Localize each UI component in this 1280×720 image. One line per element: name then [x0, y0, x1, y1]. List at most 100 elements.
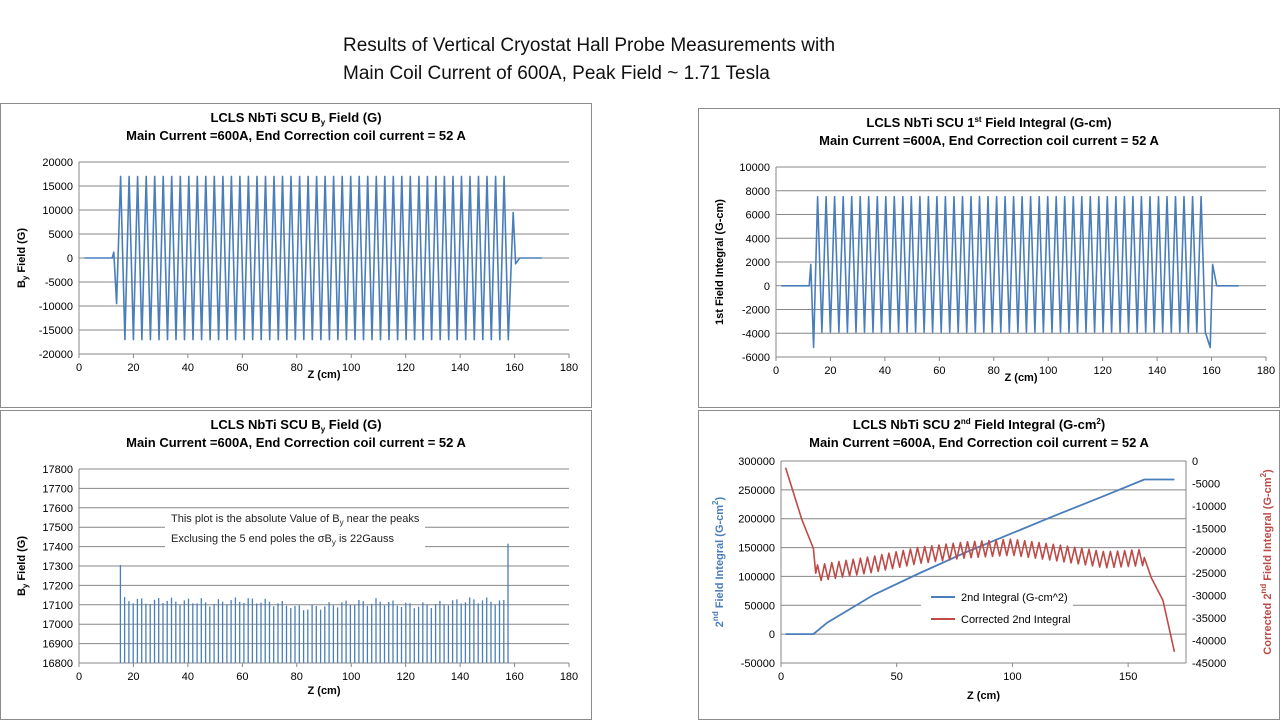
chart-panel-by-peaks: LCLS NbTi SCU By Field (G) Main Current =…: [0, 410, 592, 720]
x-tick-label: 0: [773, 365, 779, 377]
chart-subtitle: Main Current =600A, End Correction coil …: [126, 435, 466, 450]
y-tick-label: -50000: [741, 658, 775, 670]
x-tick-label: 180: [560, 362, 578, 374]
slide-title-line-1: Results of Vertical Cryostat Hall Probe …: [343, 32, 835, 60]
y-tick-label: 0: [67, 253, 73, 265]
y-tick-label: 5000: [49, 229, 73, 241]
y-tick-label: -4000: [742, 328, 770, 340]
chart-panel-second-integral: LCLS NbTi SCU 2nd Field Integral (G-cm2)…: [698, 410, 1280, 720]
x-tick-label: 140: [1148, 365, 1166, 377]
y-tick-label: 200000: [738, 514, 775, 526]
chart-panel-first-integral: LCLS NbTi SCU 1st Field Integral (G-cm) M…: [698, 108, 1280, 408]
y-tick-label: 8000: [746, 186, 770, 198]
x-axis-label: Z (cm): [308, 369, 341, 381]
y-tick-label: 17800: [42, 464, 73, 476]
y2-tick-label: -5000: [1192, 478, 1220, 490]
chart-by-field: LCLS NbTi SCU By Field (G)Main Current =…: [1, 104, 591, 407]
x-axis-label: Z (cm): [967, 690, 1000, 702]
y-tick-label: 150000: [738, 543, 775, 555]
chart-subtitle: Main Current =600A, End Correction coil …: [126, 128, 466, 143]
y-tick-label: 16900: [42, 639, 73, 651]
x-tick-label: 80: [291, 362, 303, 374]
x-tick-label: 120: [396, 362, 414, 374]
y-axis-label: 2nd Field Integral (G-cm2): [711, 496, 726, 627]
x-axis-label: Z (cm): [1005, 372, 1038, 384]
chart-title: LCLS NbTi SCU 2nd Field Integral (G-cm2): [853, 417, 1105, 432]
x-tick-label: 100: [1003, 671, 1021, 683]
x-tick-label: 0: [76, 671, 82, 683]
x-tick-label: 160: [505, 671, 523, 683]
y-axis-label: By Field (G): [16, 228, 30, 288]
x-tick-label: 20: [127, 362, 139, 374]
y-tick-label: 10000: [739, 162, 770, 174]
chart-second-integral: LCLS NbTi SCU 2nd Field Integral (G-cm2)…: [699, 411, 1279, 719]
y-tick-label: 4000: [746, 233, 770, 245]
y-tick-label: 17600: [42, 503, 73, 515]
x-tick-label: 80: [988, 365, 1000, 377]
y-axis-label: 1st Field Integral (G-cm): [714, 199, 726, 325]
chart-title: LCLS NbTi SCU By Field (G): [210, 110, 381, 127]
y-tick-label: 300000: [738, 456, 775, 468]
x-tick-label: 20: [824, 365, 836, 377]
y-axis-label: By Field (G): [16, 536, 30, 596]
y-tick-label: 10000: [42, 205, 73, 217]
series-line: [781, 197, 1238, 348]
chart-subtitle: Main Current =600A, End Correction coil …: [809, 435, 1149, 450]
y-tick-label: 0: [769, 629, 775, 641]
y-tick-label: -2000: [742, 305, 770, 317]
y-tick-label: 250000: [738, 485, 775, 497]
y-tick-label: 20000: [42, 157, 73, 169]
x-tick-label: 180: [1257, 365, 1275, 377]
chart-annotation: This plot is the absolute Value of By ne…: [165, 511, 425, 551]
legend-entry: Corrected 2nd Integral: [961, 614, 1070, 626]
x-tick-label: 140: [451, 671, 469, 683]
x-tick-label: 140: [451, 362, 469, 374]
y2-tick-label: -45000: [1192, 658, 1226, 670]
y2-tick-label: -25000: [1192, 568, 1226, 580]
x-tick-label: 100: [1039, 365, 1057, 377]
x-tick-label: 20: [127, 671, 139, 683]
chart-by-peaks: LCLS NbTi SCU By Field (G)Main Current =…: [1, 411, 591, 719]
y-tick-label: -15000: [39, 325, 73, 337]
y2-tick-label: -40000: [1192, 636, 1226, 648]
x-tick-label: 120: [1093, 365, 1111, 377]
legend-entry: 2nd Integral (G-cm^2): [961, 592, 1068, 604]
x-tick-label: 160: [1202, 365, 1220, 377]
chart-first-integral: LCLS NbTi SCU 1st Field Integral (G-cm) M…: [699, 109, 1279, 407]
y-tick-label: 17700: [42, 483, 73, 495]
x-tick-label: 160: [505, 362, 523, 374]
y-tick-label: 17000: [42, 619, 73, 631]
chart-panel-by-field: LCLS NbTi SCU By Field (G) Main Current =…: [0, 103, 592, 408]
x-tick-label: 50: [891, 671, 903, 683]
chart-subtitle: Main Current =600A, End Correction coil …: [819, 133, 1159, 148]
y-tick-label: -5000: [45, 277, 73, 289]
y-tick-label: 2000: [746, 257, 770, 269]
x-tick-label: 80: [291, 671, 303, 683]
x-tick-label: 180: [560, 671, 578, 683]
x-tick-label: 40: [879, 365, 891, 377]
y-tick-label: 17200: [42, 580, 73, 592]
y-tick-label: 17300: [42, 561, 73, 573]
y2-axis-label: Corrected 2nd Field Integral (G-cm2): [1259, 469, 1274, 655]
y-tick-label: 17400: [42, 542, 73, 554]
x-tick-label: 0: [778, 671, 784, 683]
y2-tick-label: 0: [1192, 456, 1198, 468]
x-axis-label: Z (cm): [308, 685, 341, 697]
y2-tick-label: -35000: [1192, 613, 1226, 625]
y-tick-label: 16800: [42, 658, 73, 670]
chart-title: LCLS NbTi SCU 1st Field Integral (G-cm): [866, 115, 1111, 130]
y-tick-label: 6000: [746, 210, 770, 222]
x-tick-label: 0: [76, 362, 82, 374]
y-tick-label: -6000: [742, 352, 770, 364]
chart-title: LCLS NbTi SCU By Field (G): [210, 417, 381, 434]
y-tick-label: 17100: [42, 600, 73, 612]
y-tick-label: 15000: [42, 181, 73, 193]
x-tick-label: 60: [236, 362, 248, 374]
y-tick-label: -10000: [39, 301, 73, 313]
x-tick-label: 60: [236, 671, 248, 683]
y2-tick-label: -10000: [1192, 501, 1226, 513]
x-tick-label: 40: [182, 671, 194, 683]
slide-title-line-2: Main Coil Current of 600A, Peak Field ~ …: [343, 60, 835, 88]
x-tick-label: 100: [342, 362, 360, 374]
x-tick-label: 100: [342, 671, 360, 683]
